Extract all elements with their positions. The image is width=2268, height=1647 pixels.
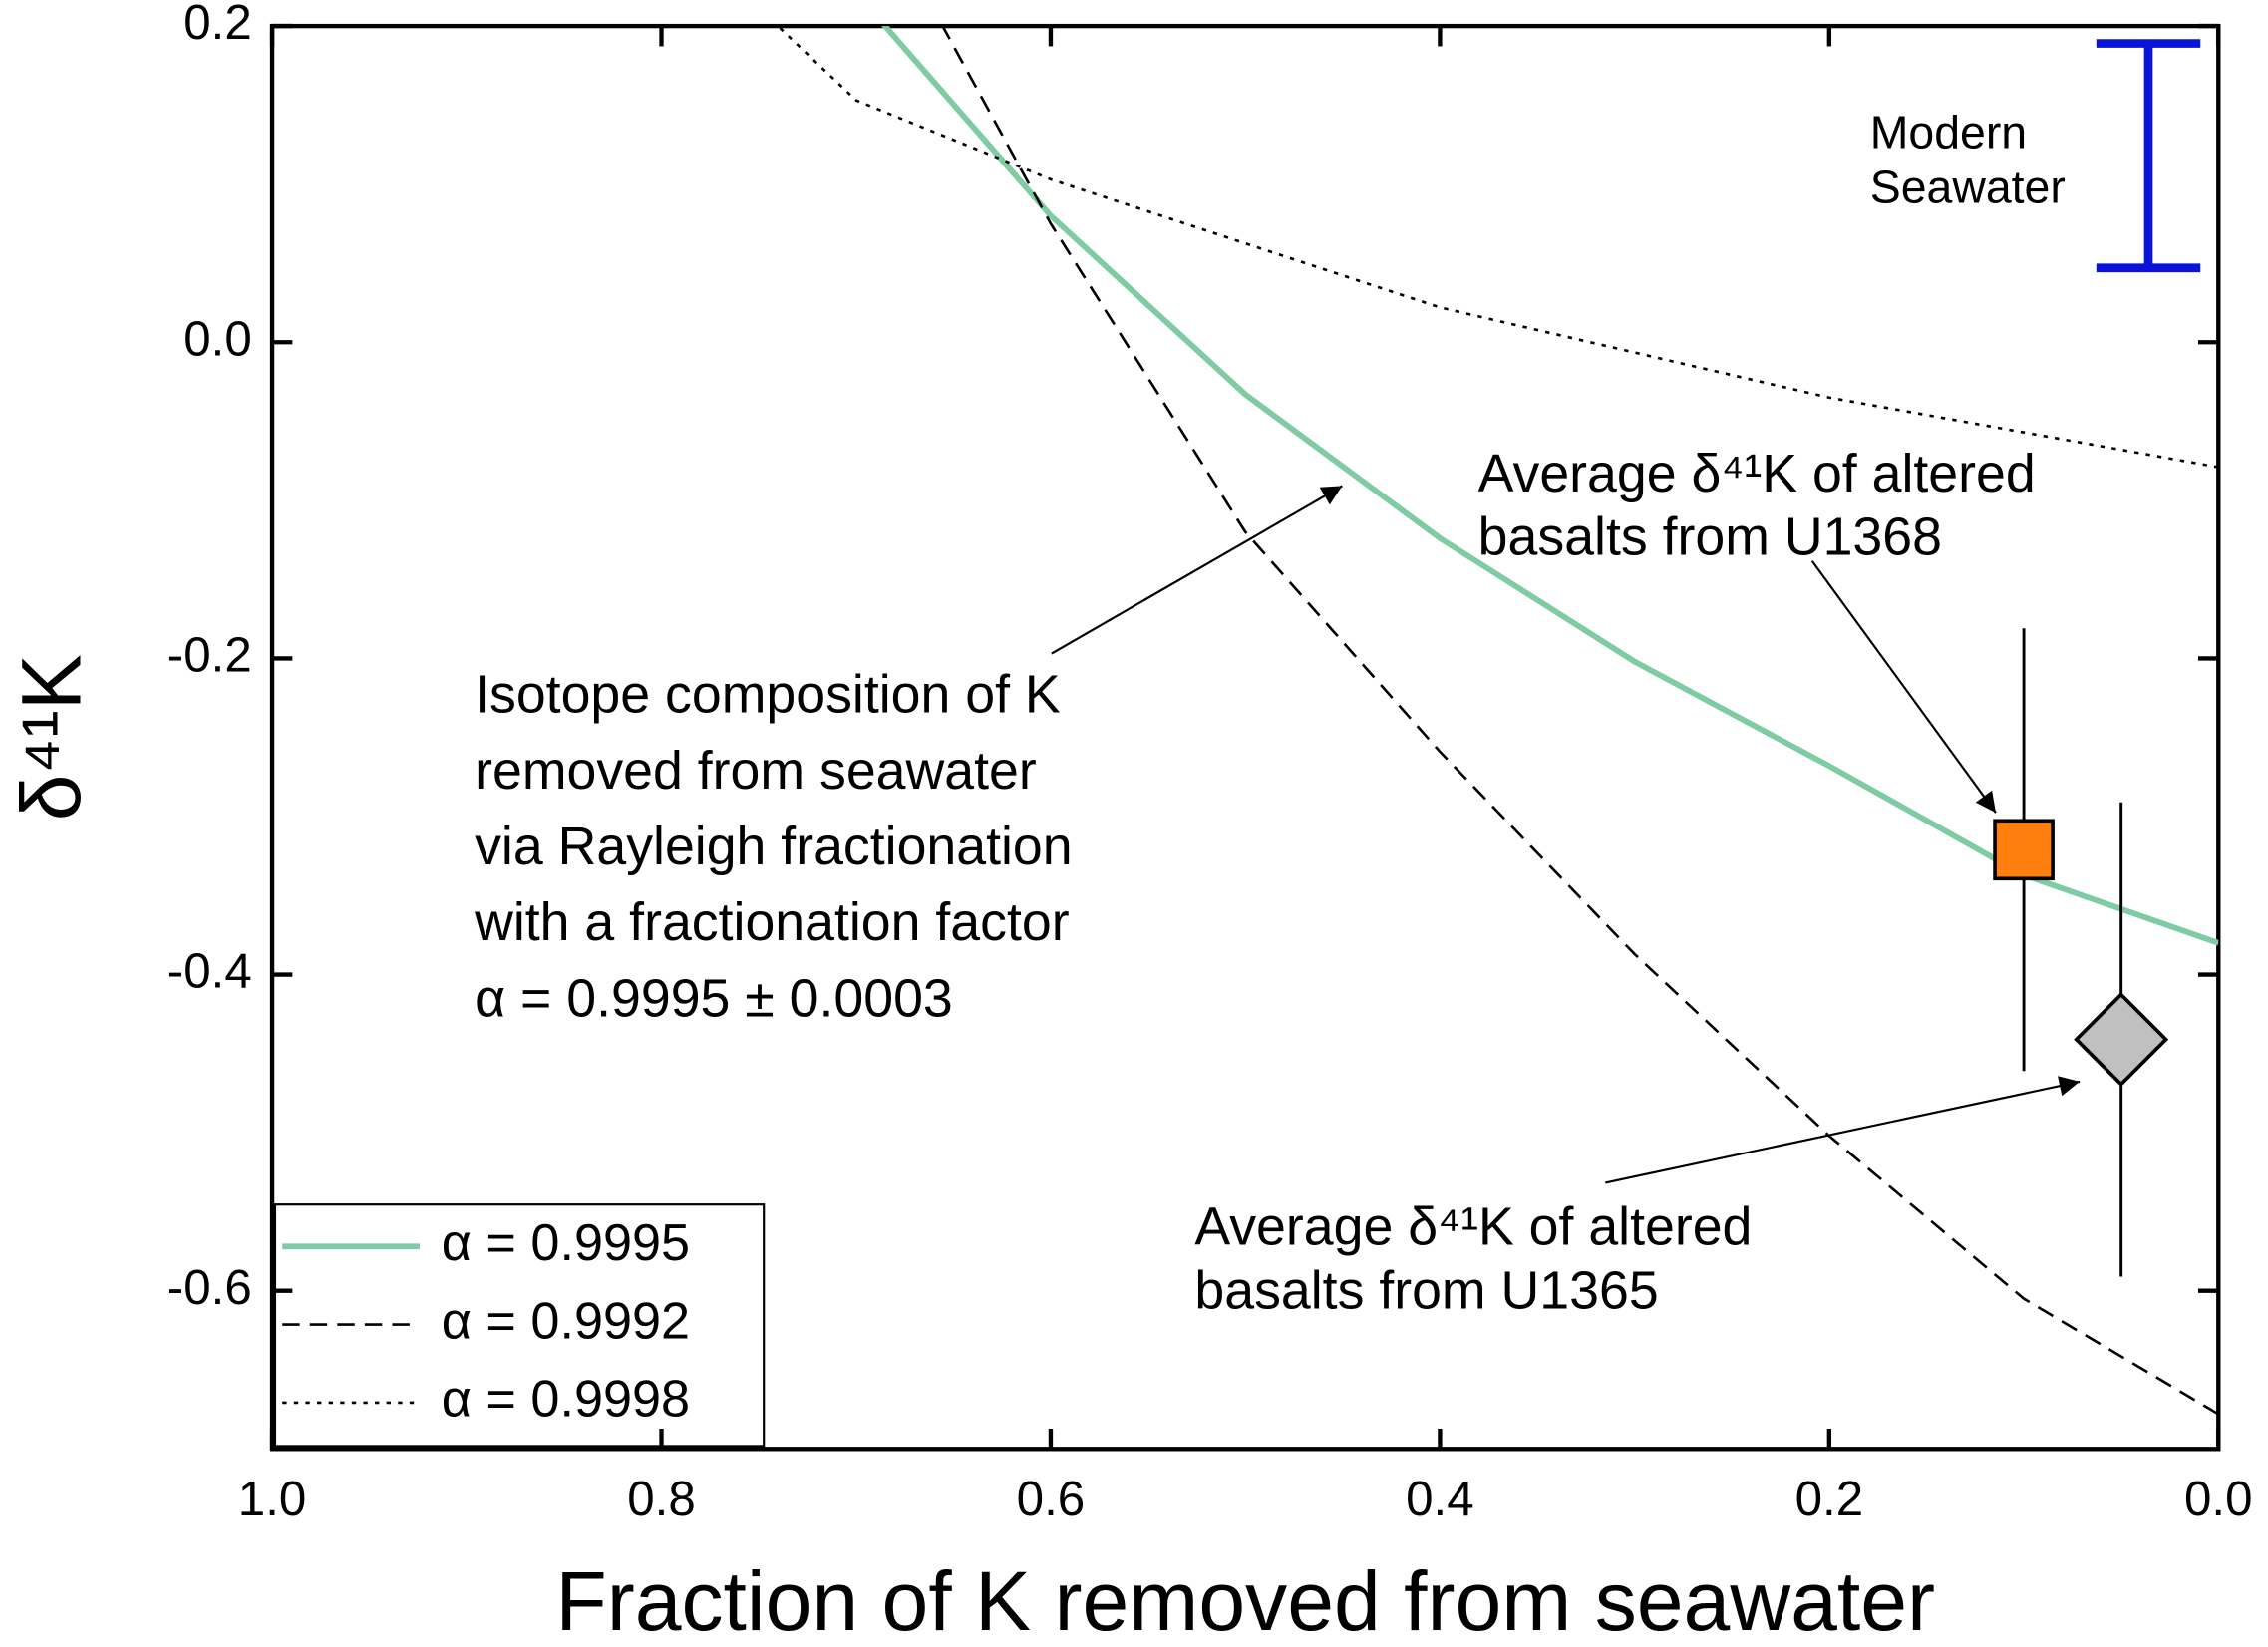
annotation: Average δ⁴¹K of altered xyxy=(1194,1196,1752,1256)
x-tick-label: 0.4 xyxy=(1406,1472,1474,1526)
y-tick-label: 0.2 xyxy=(183,0,252,50)
annotation: basalts from U1365 xyxy=(1194,1260,1658,1320)
line-series xyxy=(880,26,2219,946)
arrow xyxy=(1810,560,1997,814)
y-axis-title: δ⁴¹K xyxy=(5,654,99,821)
annotation: with a fractionation factor xyxy=(474,892,1069,952)
seawater-label: Modern xyxy=(1870,107,2027,159)
x-tick-label: 0.0 xyxy=(2184,1472,2253,1526)
plot-area xyxy=(776,26,2219,1416)
x-axis-title: Fraction of K removed from seawater xyxy=(555,1554,1935,1647)
y-tick-label: -0.2 xyxy=(167,627,252,682)
data-point xyxy=(2074,992,2169,1088)
legend-label: α = 0.9998 xyxy=(442,1371,690,1429)
arrow xyxy=(1051,485,1343,655)
legend-label: α = 0.9992 xyxy=(442,1292,690,1350)
y-tick-label: 0.0 xyxy=(183,311,252,366)
annotation: Isotope composition of K xyxy=(475,665,1061,725)
annotation: α = 0.9995 ± 0.0003 xyxy=(475,968,953,1028)
data-point xyxy=(1993,819,2055,881)
y-tick-label: -0.4 xyxy=(167,944,252,999)
annotation: Average δ⁴¹K of altered xyxy=(1478,444,2036,503)
annotation: basalts from U1368 xyxy=(1478,507,1942,567)
x-tick-label: 0.6 xyxy=(1017,1472,1086,1526)
x-tick-label: 1.0 xyxy=(238,1472,307,1526)
x-tick-label: 0.8 xyxy=(627,1472,696,1526)
annotation: via Rayleigh fractionation xyxy=(475,817,1073,876)
legend-label: α = 0.9995 xyxy=(442,1214,690,1272)
seawater-label: Seawater xyxy=(1870,162,2066,213)
plot-frame xyxy=(269,23,2221,1452)
x-tick-label: 0.2 xyxy=(1795,1472,1864,1526)
annotation: removed from seawater xyxy=(475,741,1037,801)
arrow xyxy=(1605,1076,2081,1184)
line-series xyxy=(776,26,2219,469)
line-series xyxy=(941,26,2219,1416)
y-tick-label: -0.6 xyxy=(167,1260,252,1315)
